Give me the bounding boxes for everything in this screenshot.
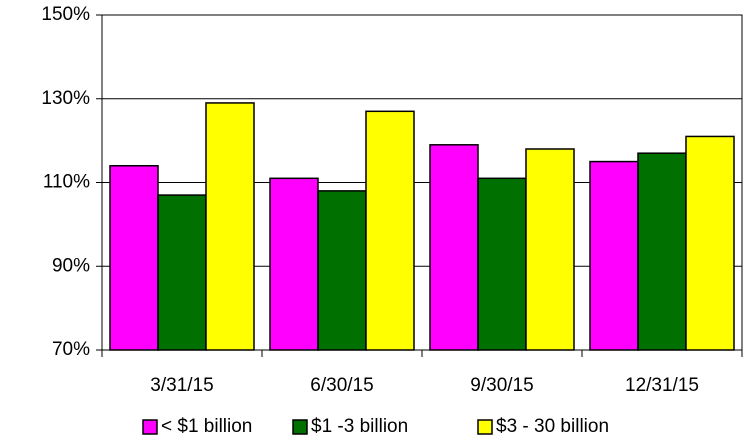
y-tick-label: 130% xyxy=(41,88,90,109)
x-tick-label: 12/31/15 xyxy=(625,375,699,396)
legend-swatch xyxy=(142,419,158,435)
y-tick-label: 70% xyxy=(52,339,90,360)
bar xyxy=(685,135,735,351)
y-tick-label: 150% xyxy=(41,4,90,25)
y-tick-label: 110% xyxy=(43,172,90,193)
bar xyxy=(205,102,255,351)
legend-label: < $1 billion xyxy=(161,416,252,437)
bar xyxy=(637,152,687,351)
bar xyxy=(365,110,415,351)
bar xyxy=(157,194,207,351)
bar xyxy=(477,177,527,351)
bar xyxy=(269,177,319,351)
legend-label: $3 - 30 billion xyxy=(496,416,609,437)
bar xyxy=(589,160,639,351)
legend-label: $1 -3 billion xyxy=(311,416,408,437)
bar xyxy=(525,148,575,351)
x-tick-label: 9/30/15 xyxy=(470,375,533,396)
x-tick-label: 6/30/15 xyxy=(310,375,373,396)
bar xyxy=(109,165,159,351)
bar xyxy=(429,144,479,351)
legend-swatch xyxy=(477,419,493,435)
x-tick-label: 3/31/15 xyxy=(150,375,213,396)
bar xyxy=(317,190,367,351)
y-tick-label: 90% xyxy=(52,255,90,276)
legend-swatch xyxy=(292,419,308,435)
